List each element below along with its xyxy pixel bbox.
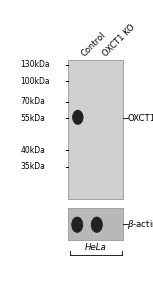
Text: HeLa: HeLa [85,243,106,252]
Ellipse shape [74,220,80,230]
Ellipse shape [92,218,101,231]
Text: 35kDa: 35kDa [20,162,45,171]
Ellipse shape [73,111,82,124]
Ellipse shape [73,218,82,231]
Bar [68,60,123,199]
Ellipse shape [71,217,83,233]
Ellipse shape [91,217,103,233]
Text: 70kDa: 70kDa [20,97,45,106]
Ellipse shape [73,218,82,231]
Ellipse shape [73,111,82,123]
Ellipse shape [74,112,82,123]
Ellipse shape [93,219,101,230]
Ellipse shape [75,112,81,122]
Ellipse shape [93,219,100,230]
Ellipse shape [72,217,83,233]
Ellipse shape [74,219,81,230]
Ellipse shape [72,218,82,232]
Ellipse shape [91,217,102,232]
Ellipse shape [93,219,101,231]
Ellipse shape [74,112,82,123]
Ellipse shape [73,110,83,124]
Ellipse shape [91,217,103,233]
Ellipse shape [74,112,81,123]
Bar [68,208,123,240]
Ellipse shape [94,220,100,230]
Ellipse shape [92,218,102,232]
Ellipse shape [75,113,81,122]
Text: 55kDa: 55kDa [20,113,45,122]
Ellipse shape [73,219,81,231]
Ellipse shape [94,220,100,230]
Ellipse shape [72,218,82,232]
Ellipse shape [93,218,101,231]
Ellipse shape [74,220,80,230]
Ellipse shape [72,217,83,232]
Text: OXCT1: OXCT1 [127,113,153,122]
Text: OXCT1 KO: OXCT1 KO [102,22,137,58]
Text: 130kDa: 130kDa [20,60,50,69]
Ellipse shape [75,112,81,122]
Ellipse shape [73,219,81,230]
Text: Control: Control [80,30,108,58]
Ellipse shape [72,110,83,124]
Ellipse shape [72,110,83,125]
Text: 40kDa: 40kDa [20,146,45,155]
Text: $\beta$-actin: $\beta$-actin [127,218,153,231]
Text: 100kDa: 100kDa [20,76,50,85]
Ellipse shape [73,111,83,124]
Ellipse shape [92,218,102,232]
